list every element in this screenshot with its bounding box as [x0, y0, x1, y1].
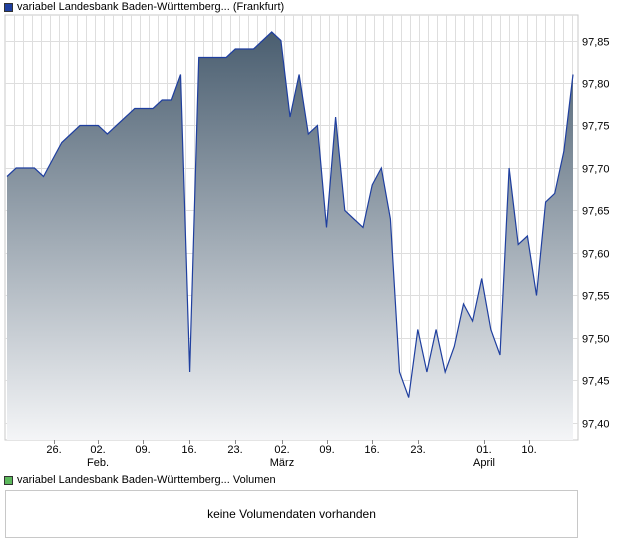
price-chart: 97,85 97,80 97,75 97,70 97,65 97,60 97,55 97,50…: [4, 14, 610, 469]
y-tick-label: 97,65: [582, 206, 610, 218]
x-tick-label: 26.: [46, 444, 61, 456]
x-month-label: März: [270, 457, 294, 469]
x-tick-label: 09.: [135, 444, 150, 456]
price-line: [6, 31, 574, 398]
price-legend-label: variabel Landesbank Baden-Württemberg...…: [17, 1, 285, 13]
y-tick-label: 97,60: [582, 249, 610, 261]
y-tick-label: 97,40: [582, 419, 610, 431]
y-tick-label: 97,70: [582, 164, 610, 176]
volume-legend-label: variabel Landesbank Baden-Württemberg...…: [17, 474, 276, 486]
y-tick-label: 97,50: [582, 334, 610, 346]
price-area: [7, 32, 573, 440]
x-tick-label: 23.: [410, 444, 425, 456]
x-month-label: April: [473, 457, 495, 469]
x-tick-label: 16.: [181, 444, 196, 456]
x-month-label: Feb.: [87, 457, 109, 469]
price-legend: variabel Landesbank Baden-Württemberg...…: [4, 0, 284, 14]
x-tick-label: 02.: [90, 444, 105, 456]
x-tick-label: 23.: [227, 444, 242, 456]
x-tick-label: 01.: [476, 444, 491, 456]
price-legend-swatch: [4, 2, 13, 12]
volume-panel: keine Volumendaten vorhanden: [5, 490, 578, 538]
volume-empty-message: keine Volumendaten vorhanden: [207, 507, 376, 521]
y-tick-label: 97,85: [582, 37, 610, 49]
y-tick-label: 97,75: [582, 121, 610, 133]
volume-legend: variabel Landesbank Baden-Württemberg...…: [4, 473, 276, 487]
volume-legend-swatch: [4, 475, 13, 485]
x-tick-label: 16.: [364, 444, 379, 456]
y-tick-label: 97,45: [582, 376, 610, 388]
x-tick-label: 10.: [521, 444, 536, 456]
y-tick-label: 97,80: [582, 79, 610, 91]
x-tick-label: 09.: [319, 444, 334, 456]
y-tick-label: 97,55: [582, 291, 610, 303]
x-tick-label: 02.: [274, 444, 289, 456]
